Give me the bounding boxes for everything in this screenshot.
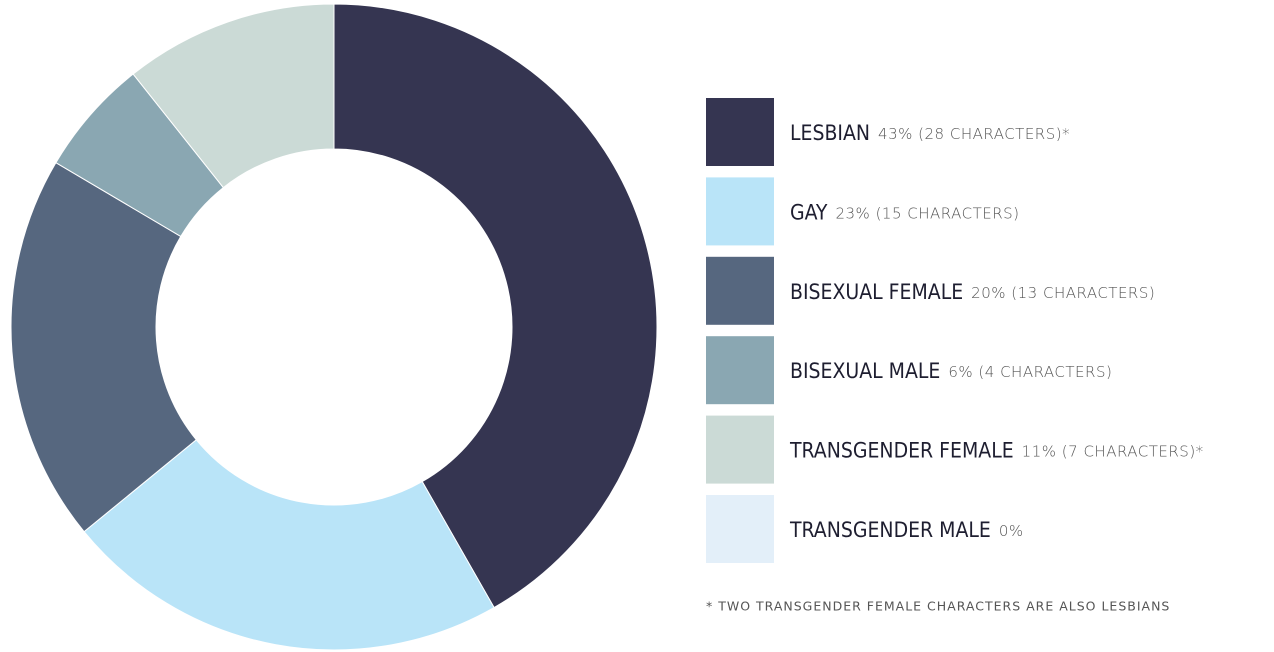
legend-name: TRANSGENDER MALE (789, 518, 991, 542)
donut-slice (132, 3, 335, 189)
legend-name: BISEXUAL MALE (790, 359, 940, 383)
legend-value: 20% (13 CHARACTERS) (971, 283, 1155, 301)
donut-slice (333, 3, 658, 609)
donut-slice (10, 161, 198, 533)
legend-name: LESBIAN (790, 121, 870, 145)
legend-label: BISEXUAL MALE 6% (4 CHARACTERS) (790, 359, 1112, 383)
legend-swatch (706, 177, 774, 246)
legend-value: 0% (999, 522, 1024, 540)
legend-swatch (706, 256, 774, 325)
legend-swatch (706, 415, 774, 484)
legend-value: 43% (28 CHARACTERS)* (878, 125, 1070, 143)
legend-label: TRANSGENDER FEMALE 11% (7 CHARACTERS)* (789, 439, 1204, 463)
legend-swatch (706, 98, 774, 166)
legend-label: BISEXUAL FEMALE 20% (13 CHARACTERS) (790, 280, 1155, 304)
legend-value: 23% (15 CHARACTERS) (835, 204, 1019, 222)
legend-value: 11% (7 CHARACTERS)* (1022, 442, 1204, 460)
donut-slice (83, 439, 495, 651)
legend-swatch (706, 495, 774, 563)
legend-name: GAY (790, 200, 828, 224)
legend-name: TRANSGENDER FEMALE (789, 439, 1014, 463)
footnote: * TWO TRANSGENDER FEMALE CHARACTERS ARE … (706, 599, 1170, 614)
legend-label: GAY 23% (15 CHARACTERS) (790, 200, 1020, 224)
legend-label: LESBIAN 43% (28 CHARACTERS)* (790, 121, 1070, 145)
legend-name: BISEXUAL FEMALE (790, 280, 963, 304)
legend-swatch (706, 336, 774, 405)
legend-value: 6% (4 CHARACTERS) (948, 363, 1112, 381)
legend-label: TRANSGENDER MALE 0% (789, 518, 1024, 542)
